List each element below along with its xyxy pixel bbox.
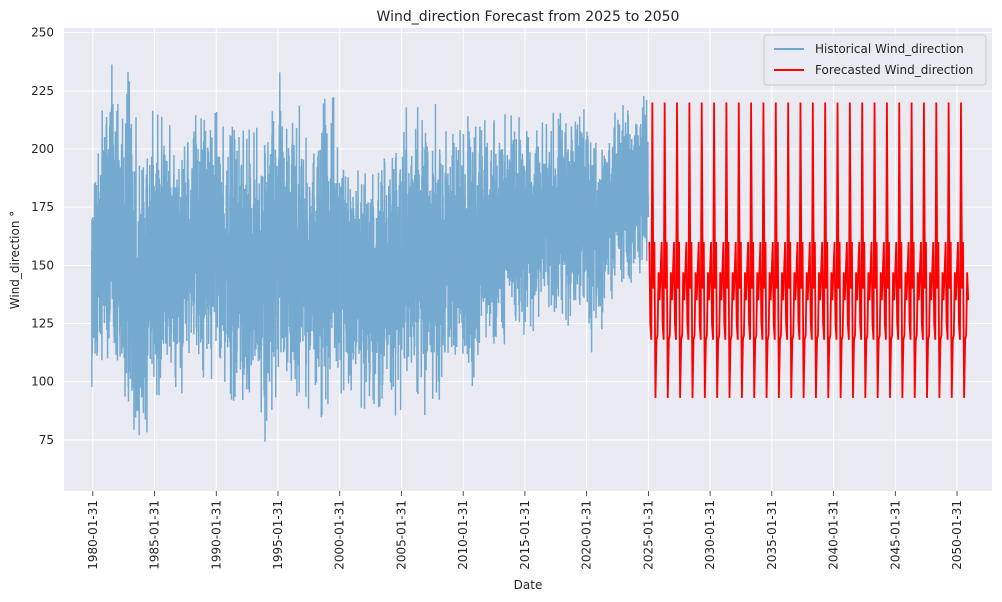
y-tick-label: 75	[39, 433, 54, 447]
y-tick-labels: 75 100 125 150 175 200 225 250	[31, 26, 54, 447]
y-tick-label: 250	[31, 26, 54, 40]
historical-series-line	[91, 64, 650, 442]
x-tick-label: 2040-01-31	[827, 500, 841, 570]
x-tick-label: 2035-01-31	[765, 500, 779, 570]
x-tick-label: 2020-01-31	[580, 500, 594, 570]
y-tick-label: 125	[31, 316, 54, 330]
series-layer	[91, 64, 970, 442]
x-tick-label: 2005-01-31	[394, 500, 408, 570]
x-tick-label: 1985-01-31	[148, 500, 162, 570]
x-tick-label: 1980-01-31	[86, 500, 100, 570]
x-tick-label: 2025-01-31	[641, 500, 655, 570]
x-tick-label: 2030-01-31	[703, 500, 717, 570]
legend-box	[763, 34, 987, 86]
legend: Historical Wind_direction Forecasted Win…	[763, 34, 987, 86]
x-tick-label: 2000-01-31	[333, 500, 347, 570]
y-tick-label: 175	[31, 200, 54, 214]
y-tick-label: 100	[31, 375, 54, 389]
x-tick-label: 2015-01-31	[518, 500, 532, 570]
y-axis-label: Wind_direction °	[8, 211, 22, 310]
chart-title: Wind_direction Forecast from 2025 to 205…	[377, 9, 680, 25]
y-tick-label: 150	[31, 258, 54, 272]
x-tick-label: 1995-01-31	[271, 500, 285, 570]
y-tick-label: 200	[31, 142, 54, 156]
x-tick-label: 2050-01-31	[950, 500, 964, 570]
y-tick-label: 225	[31, 84, 54, 98]
x-axis-label: Date	[514, 578, 543, 592]
x-tick-label: 2045-01-31	[888, 500, 902, 570]
legend-forecast-label: Forecasted Wind_direction	[815, 63, 973, 77]
forecast-series-line	[648, 102, 970, 398]
legend-historical-label: Historical Wind_direction	[815, 42, 964, 56]
x-tick-label: 1990-01-31	[209, 500, 223, 570]
x-tick-label: 2010-01-31	[456, 500, 470, 570]
x-tick-labels: 1980-01-31 1985-01-31 1990-01-31 1995-01-31…	[86, 491, 964, 570]
